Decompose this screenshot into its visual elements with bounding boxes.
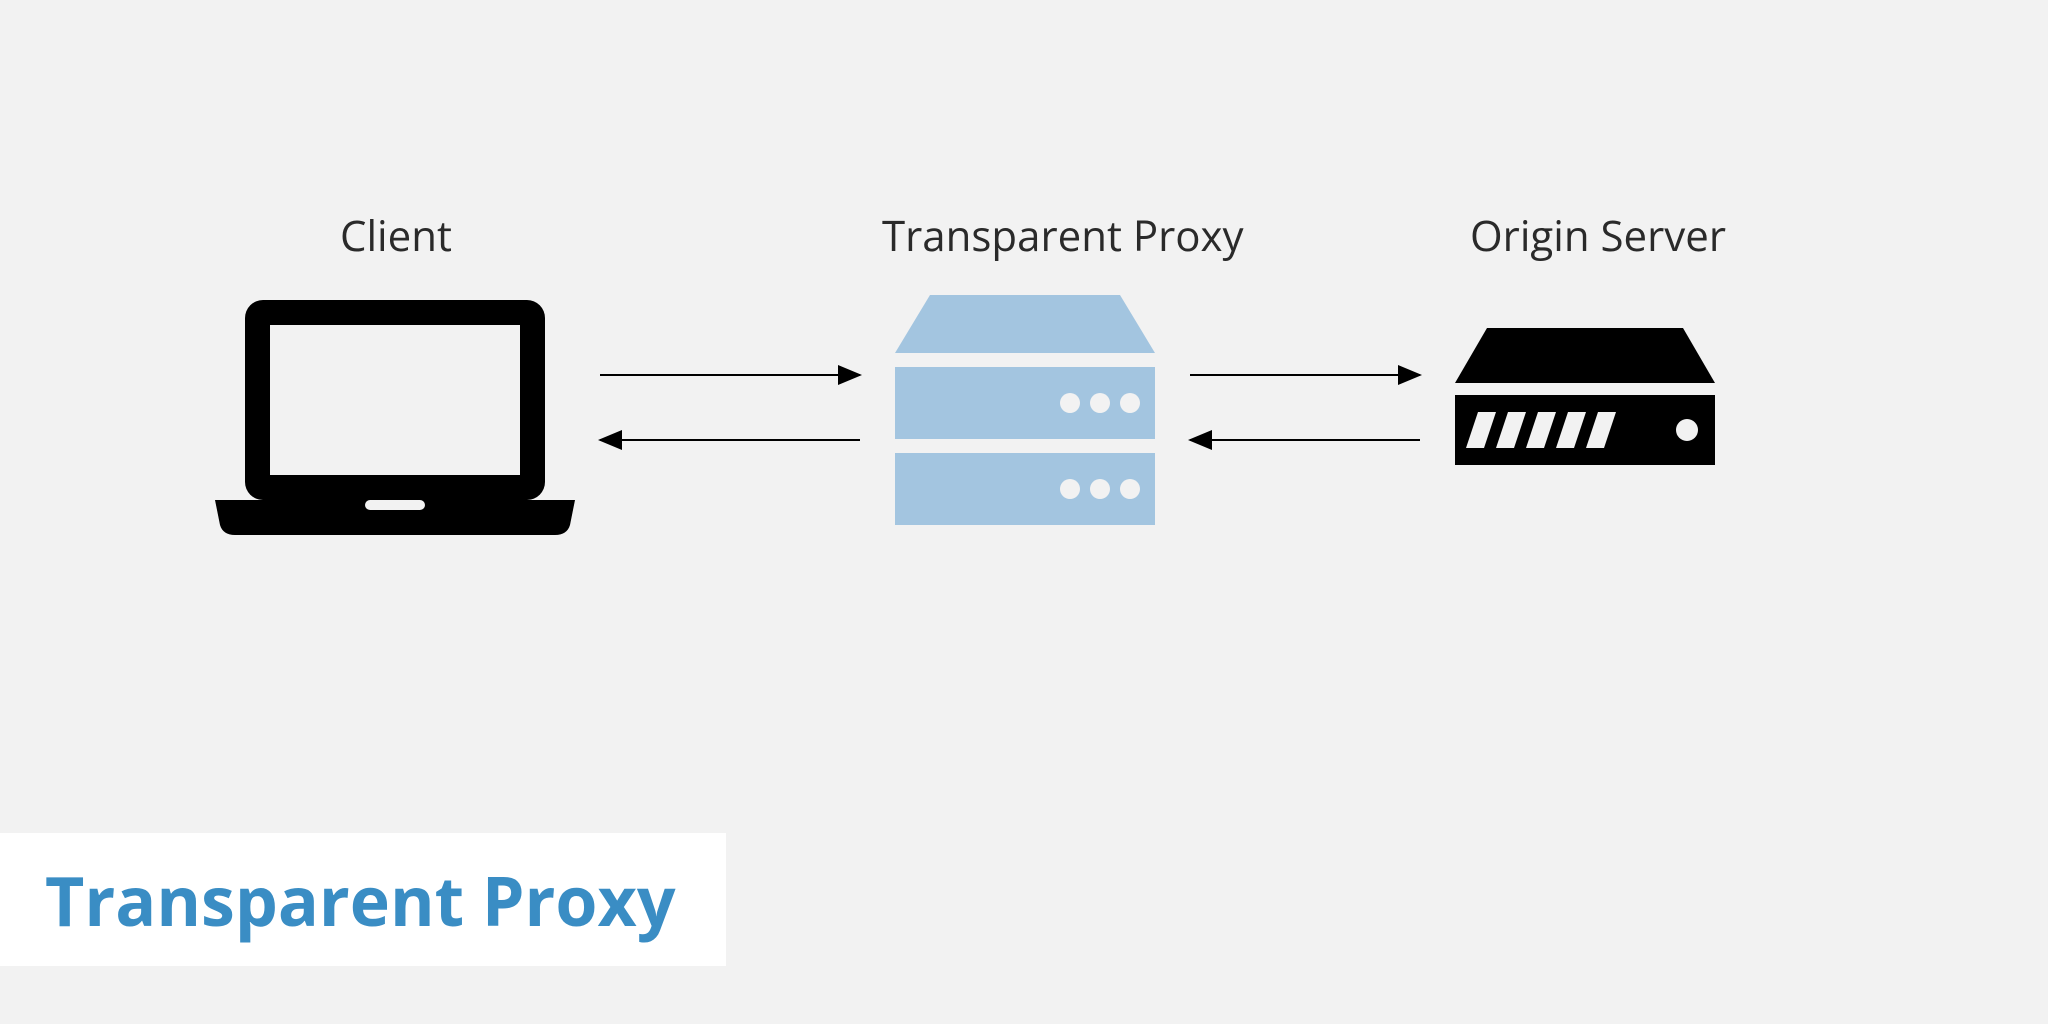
server-box-icon (1455, 328, 1715, 465)
laptop-icon (215, 300, 575, 535)
diagram-title: Transparent Proxy (45, 853, 676, 946)
server-stack-icon (895, 295, 1155, 525)
diagram-container: Client Transparent Proxy Origin Server (0, 0, 2048, 1024)
title-box: Transparent Proxy (0, 833, 726, 966)
